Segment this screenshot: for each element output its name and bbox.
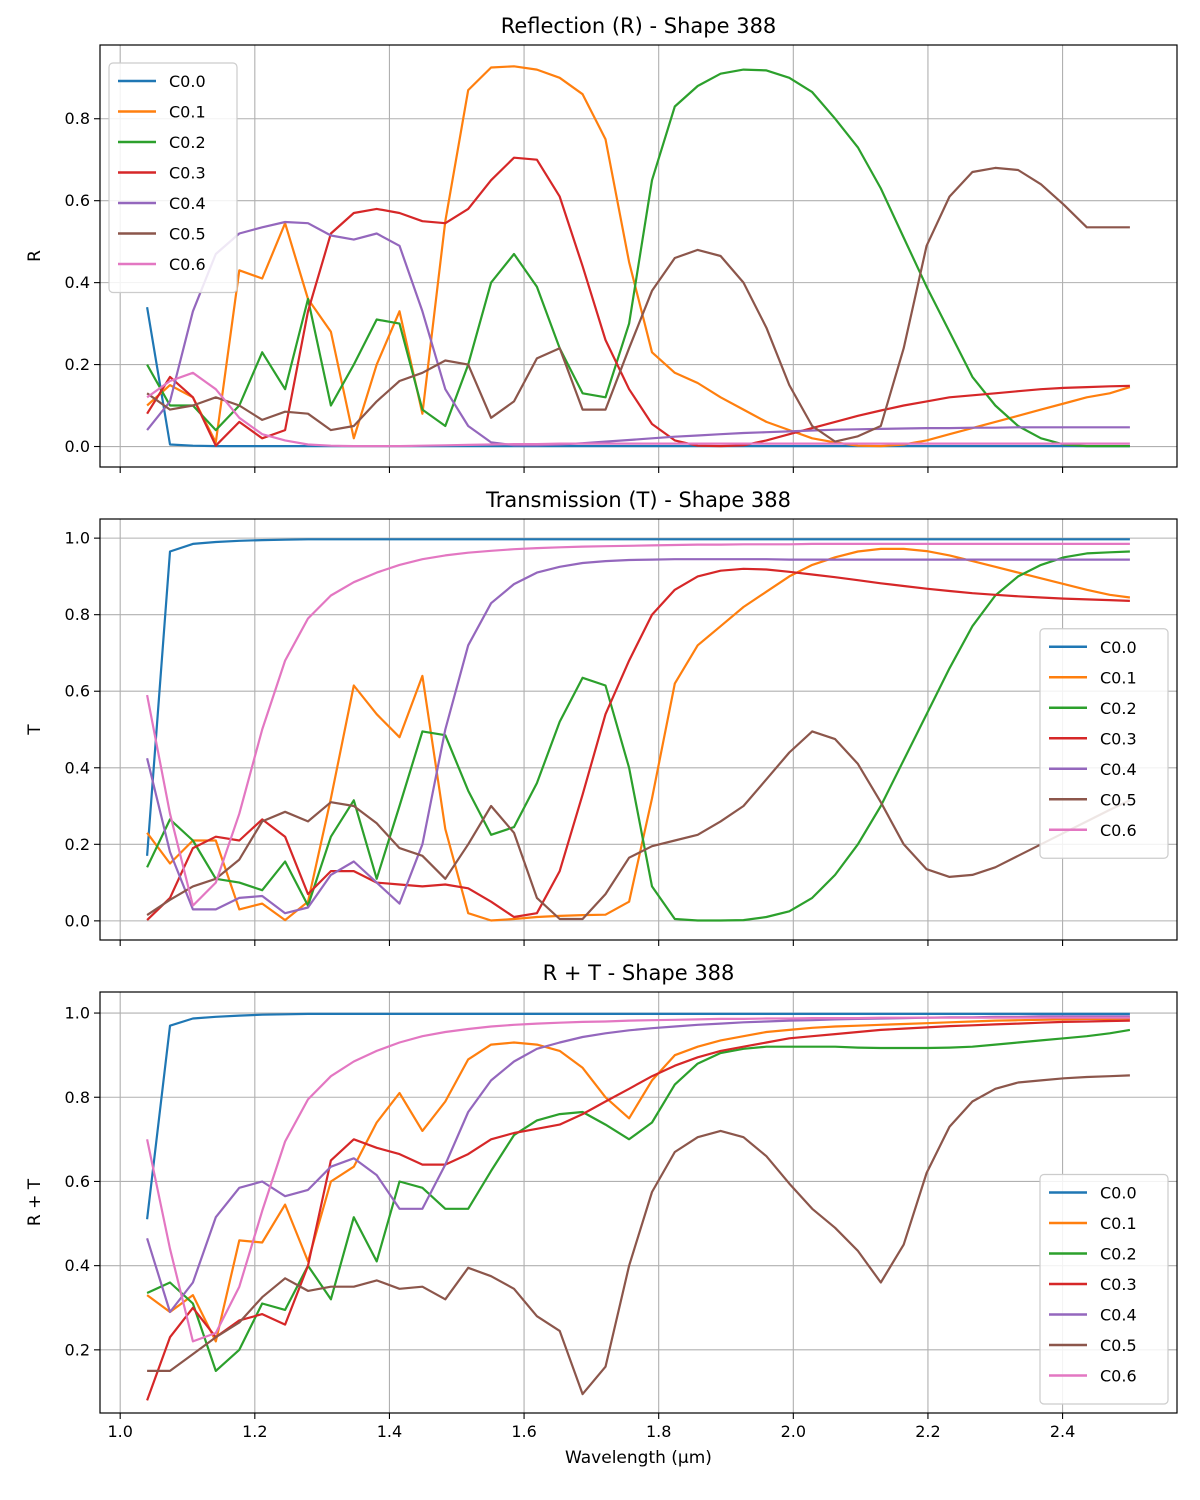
chart-panel-3: 1.0 1.2 1.4 1.6 1.8 2.0 2.2 2.4 0.2 0.4 0.6 0.8 1.0 R… [25,961,1178,1468]
legend: C0.0 C0.1 C0.2 C0.3 C0.4 C0.5 C0.6 [1039,628,1169,859]
series-line-c0-0 [146,307,1130,448]
legend-entry-label: C0.0 [1100,1184,1137,1203]
legend-entry-label: C0.3 [169,164,206,183]
legend-box [1039,628,1169,859]
y-axis-label: T [25,724,45,736]
y-axis-label: R [25,250,45,262]
series-lines [146,65,1131,448]
legend-entry-label: C0.2 [1100,699,1137,718]
y-tick-label: 0.0 [65,437,90,456]
y-tick-label: 1.0 [65,1004,90,1023]
y-tick-label: 0.4 [65,273,90,292]
series-line-c0-0 [146,1012,1130,1220]
x-tick-label: 2.2 [915,1422,940,1441]
legend-entry-label: C0.2 [169,133,206,152]
series-line-c0-6 [146,542,1130,907]
series-line-c0-3 [146,567,1130,921]
legend-entry-label: C0.0 [169,72,206,91]
legend-box [108,62,238,294]
legend-entry-label: C0.5 [1100,790,1137,809]
legend-entry-label: C0.6 [169,255,206,274]
legend-box [1039,1173,1169,1405]
chart-panel-2: 0.0 0.2 0.4 0.6 0.8 1.0 Transmission (T) - Sha… [25,488,1178,946]
legend-entry-label: C0.1 [169,103,206,122]
legend: C0.0 C0.1 C0.2 C0.3 C0.4 C0.5 C0.6 [1039,1173,1169,1405]
legend-entry-label: C0.0 [1100,638,1137,657]
legend-entry-label: C0.6 [1100,821,1137,840]
chart-title: Reflection (R) - Shape 388 [501,14,777,38]
x-tick-label: 1.0 [107,1422,132,1441]
legend-entry-label: C0.4 [169,194,206,213]
y-tick-label: 0.8 [65,109,90,128]
y-tick-label: 0.4 [65,758,90,777]
y-tick-label: 0.0 [65,911,90,930]
x-tick-label: 1.2 [242,1422,267,1441]
series-line-c0-6 [146,1016,1130,1343]
series-lines [146,538,1131,922]
y-tick-label: 0.6 [65,191,90,210]
legend-entry-label: C0.4 [1100,760,1137,779]
x-tick-label: 2.0 [781,1422,806,1441]
y-tick-label: 0.4 [65,1256,90,1275]
x-axis-label: Wavelength (μm) [565,1448,712,1468]
legend-entry-label: C0.1 [1100,668,1137,687]
series-line-c0-2 [146,68,1130,448]
series-line-c0-0 [146,538,1130,856]
legend-entry-label: C0.3 [1100,1275,1137,1294]
x-tick-label: 2.4 [1050,1422,1075,1441]
y-tick-label: 0.2 [65,835,90,854]
series-line-c0-5 [146,730,1131,921]
axes-frame [99,991,1178,1414]
legend-entry-label: C0.5 [169,225,206,244]
y-tick-label: 1.0 [65,529,90,548]
legend-entry-label: C0.2 [1100,1245,1137,1264]
x-tick-label: 1.4 [377,1422,402,1441]
legend-entry-label: C0.6 [1100,1367,1137,1386]
y-tick-label: 0.2 [65,355,90,374]
series-line-c0-6 [146,371,1130,448]
chart-panel-1: 0.0 0.2 0.4 0.6 0.8 Reflection (R) - Shape 38… [25,14,1178,473]
x-tick-label: 1.8 [646,1422,671,1441]
chart-title: Transmission (T) - Shape 388 [485,488,791,512]
axes-frame [99,518,1178,941]
series-line-c0-4 [146,558,1130,915]
y-tick-label: 0.6 [65,682,90,701]
y-tick-label: 0.8 [65,605,90,624]
series-line-c0-3 [146,156,1130,448]
legend-entry-label: C0.5 [1100,1336,1137,1355]
series-line-c0-2 [146,550,1130,922]
series-line-c0-1 [146,65,1131,448]
series-line-c0-2 [146,1028,1131,1373]
series-lines [146,1012,1131,1401]
legend-entry-label: C0.1 [1100,1214,1137,1233]
y-axis-label: R + T [25,1178,45,1226]
series-line-c0-4 [146,220,1130,447]
series-line-c0-5 [146,166,1130,443]
x-tick-label: 1.6 [511,1422,536,1441]
series-line-c0-5 [147,1074,1130,1396]
axes-frame [99,44,1178,468]
legend-entry-label: C0.3 [1100,729,1137,748]
legend: C0.0 C0.1 C0.2 C0.3 C0.4 C0.5 C0.6 [108,62,238,294]
y-tick-label: 0.2 [65,1340,90,1359]
series-line-c0-3 [146,1019,1130,1401]
chart-title: R + T - Shape 388 [543,961,735,985]
y-tick-label: 0.6 [65,1172,90,1191]
legend-entry-label: C0.4 [1100,1306,1137,1325]
y-tick-label: 0.8 [65,1088,90,1107]
